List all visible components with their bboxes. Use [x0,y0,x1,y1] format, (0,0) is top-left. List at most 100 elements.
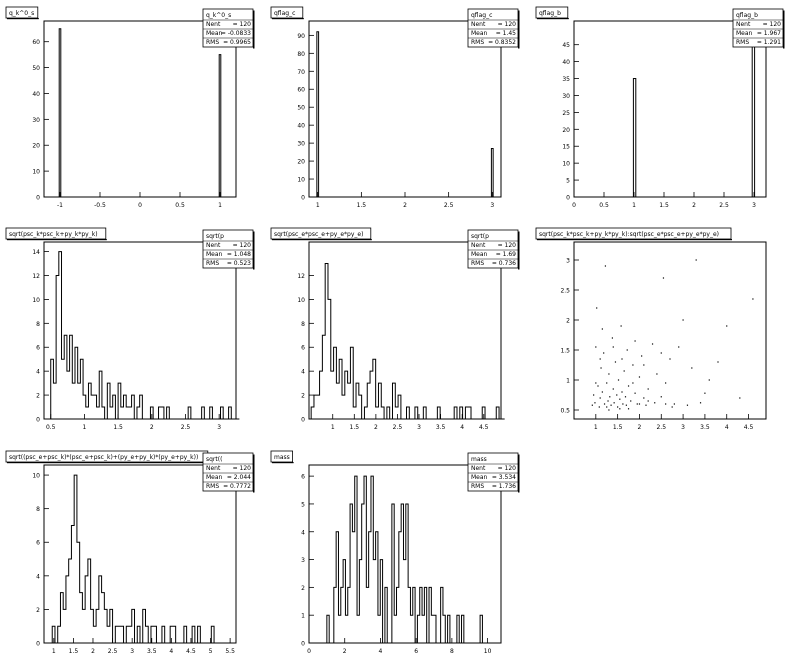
stats-box-shadow [253,454,255,493]
plot-frame [43,464,237,644]
y-tick-label: 40 [32,91,40,98]
stats-box-shadow [518,10,520,49]
x-tick-label: 3 [681,424,685,431]
y-tick-label: 8 [36,321,40,328]
y-tick-label: 8 [36,506,40,513]
scatter-point [643,364,645,366]
stats-box [732,8,784,48]
y-tick-label: 2 [36,393,40,400]
chart-panel: 0 10 20 30 40 50 60 70 80 90 1 1.5 2 2.5 3 qflag_c qflag… [270,6,520,209]
stats-header: sqrt(( [206,456,222,463]
y-tick-label: 20 [562,127,570,134]
x-tick-label: 2.5 [444,202,454,209]
stats-box [467,229,519,269]
stats-label: Nent [471,242,486,249]
scatter-point [638,403,641,405]
scatter-point [593,394,595,396]
scatter-point [671,406,673,408]
y-tick-label: 10 [32,297,40,304]
scatter-point [647,400,649,402]
x-tick-label: 1 [316,202,320,209]
scatter-point [726,325,728,327]
y-tick-label: 0 [36,195,40,202]
y-tick-label: 10 [297,297,305,304]
x-tick-label: 1.5 [350,424,360,431]
y-tick-label: 6 [301,474,305,481]
stats-label: RMS [471,483,484,490]
scatter-point [614,361,617,363]
scatter-point [695,259,697,261]
x-tick-label: 2.5 [108,648,118,655]
stats-value: = 120 [763,21,782,28]
stats-header: sqrt(p [206,233,224,240]
scatter-point [611,337,613,339]
y-tick-label: 0 [301,195,305,202]
scatter-point [601,328,603,330]
histogram-bar [316,31,320,198]
chart-title: q_k^0_s [9,10,34,17]
y-tick-label: 5 [301,501,305,508]
y-tick-label: 1.5 [560,348,570,355]
stats-value: = -0.0833 [221,30,251,37]
stats-label: Mean [471,474,488,481]
stats-label: RMS [471,260,484,267]
scatter-point [594,402,596,404]
y-tick-label: 90 [297,33,305,40]
scatter-point [591,404,593,406]
stats-label: Mean [471,251,488,258]
stats-value: = 0.8352 [488,39,516,46]
x-tick-label: 4.5 [186,648,196,655]
scatter-point [598,406,600,408]
scatter-point [656,373,658,375]
scatter-point [638,376,641,378]
stats-box-shadow [253,231,255,270]
stats-label: Mean [736,30,753,37]
x-tick-label: 6 [414,648,418,655]
x-tick-label: 10 [484,648,492,655]
y-tick-label: 70 [297,69,305,76]
stats-value: = 120 [233,21,252,28]
x-tick-label: 5 [209,648,213,655]
chart-panel: 0 2 4 6 8 10 1 1.5 2 2.5 3 3.5 4 4.5 5 5.5 sqrt((psc_e+p… [5,450,255,655]
x-tick-label: 2.5 [181,424,191,431]
y-tick-label: 10 [297,177,305,184]
x-tick-label: 3.5 [436,424,446,431]
scatter-point [708,379,710,381]
scatter-point [641,355,643,357]
scatter-point [634,340,636,342]
title-box-shadow [7,462,209,464]
histogram-step-line [310,263,505,420]
scatter-point [634,392,636,394]
stats-value: = 0.736 [492,260,516,267]
scatter-point [603,352,605,354]
x-tick-label: 2 [638,424,642,431]
y-tick-label: 0 [566,195,570,202]
x-tick-label: 4 [169,648,173,655]
y-tick-label: 2 [566,318,570,325]
stats-box [467,452,519,492]
y-tick-label: 0 [301,641,305,648]
y-tick-label: 80 [297,51,305,58]
plot-frame [308,241,502,420]
scatter-point [599,397,601,399]
scatter-point [599,358,601,360]
x-tick-label: 1 [52,648,56,655]
scatter-point [597,385,599,387]
chart-panel: 0 1 2 3 4 5 6 0 2 4 6 8 10 mass mass Nent = 120 Mean = 3.5… [270,450,520,655]
stats-label: Nent [206,465,221,472]
stats-label: RMS [206,260,219,267]
x-tick-label: 0 [572,202,576,209]
scatter-point [662,277,665,279]
y-tick-label: 50 [32,65,40,72]
stats-header: sqrt(p [471,233,489,240]
y-tick-label: 10 [32,169,40,176]
x-tick-label: 8 [450,648,454,655]
y-tick-label: 2 [36,607,40,614]
histogram-bar [218,54,222,198]
chart-panel: 0 10 20 30 40 50 60 -1 -0.5 0 0.5 1 q_k^0_s q_k^0_s Ne… [5,6,255,209]
scatter-point [600,367,602,369]
chart-panel: 0 5 10 15 20 25 30 35 40 45 0 0.5 1 1.5 2 2.5 3 qflag_b qf… [535,6,785,209]
plot-frame [573,20,767,198]
stats-label: Mean [471,30,488,37]
scatter-point [691,367,693,369]
